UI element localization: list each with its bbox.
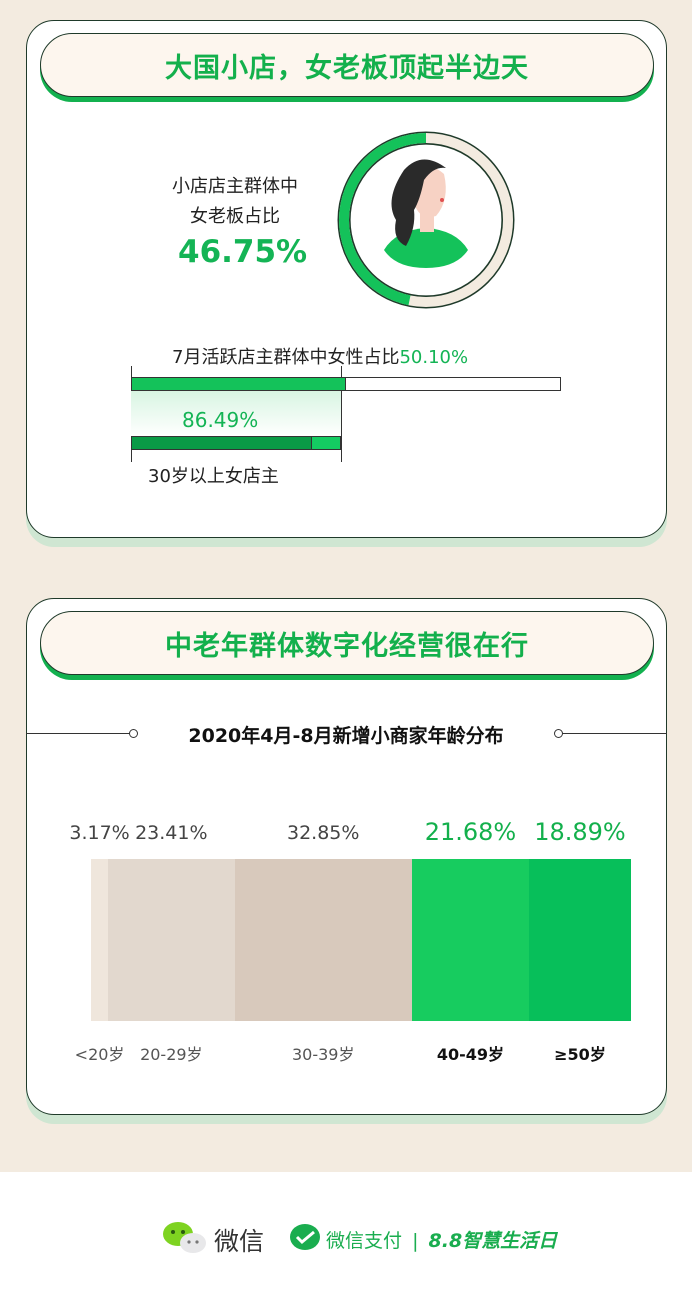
over30-label: 30岁以上女店主 bbox=[148, 466, 279, 487]
ring-label-2: 女老板占比 bbox=[190, 206, 280, 227]
wechat-label: 微信 bbox=[214, 1227, 265, 1256]
age-segment bbox=[528, 859, 632, 1021]
subtitle-line-left bbox=[26, 733, 130, 734]
age-segment bbox=[91, 859, 109, 1021]
over30-fill bbox=[132, 437, 312, 449]
divider: | bbox=[412, 1230, 419, 1252]
chart-subtitle: 2020年4月-8月新增小商家年龄分布 bbox=[188, 725, 504, 747]
age-distribution-card: 中老年群体数字化经营很在行 bbox=[26, 598, 667, 1115]
age-segment bbox=[411, 859, 530, 1021]
pay-text: 微信支付 bbox=[326, 1230, 403, 1252]
subtitle-dot-left bbox=[129, 729, 138, 738]
female-owner-card: 大国小店，女老板顶起半边天 bbox=[26, 20, 667, 538]
segment-label: ≥50岁 bbox=[554, 1045, 606, 1064]
subtitle-line-right bbox=[562, 733, 667, 734]
active-female-label: 7月活跃店主群体中女性占比50.10% bbox=[172, 343, 468, 369]
footer: 微信 微信支付 | 8.8智慧生活日 bbox=[0, 1172, 692, 1314]
over30-highlight bbox=[131, 391, 341, 436]
over30-bar bbox=[131, 436, 341, 450]
segment-value: 32.85% bbox=[286, 822, 360, 844]
section2-title: 中老年群体数字化经营很在行 bbox=[40, 611, 654, 675]
female-owner-share: 46.75% bbox=[178, 234, 308, 270]
segment-value: 21.68% bbox=[424, 818, 517, 846]
active-value: 50.10% bbox=[399, 347, 469, 368]
segment-label: 30-39岁 bbox=[291, 1045, 355, 1064]
segment-value: 23.41% bbox=[135, 822, 208, 844]
active-female-bar bbox=[131, 377, 561, 391]
woman-avatar-icon bbox=[384, 159, 468, 268]
segment-label: <20岁 bbox=[74, 1045, 125, 1064]
active-label: 7月活跃店主群体中女性占比 bbox=[172, 347, 400, 368]
age-segment bbox=[108, 859, 236, 1021]
wechat-logo-icon bbox=[163, 1222, 206, 1253]
active-female-fill bbox=[132, 378, 347, 390]
bracket-right bbox=[341, 366, 342, 462]
segment-value: 18.89% bbox=[534, 818, 626, 846]
age-segment bbox=[234, 859, 413, 1021]
ring-fill bbox=[339, 133, 513, 307]
ring-label-1: 小店店主群体中 bbox=[172, 176, 298, 197]
over30-value: 86.49% bbox=[182, 408, 259, 432]
wechat-pay-label: 微信支付 | 8.8智慧生活日 bbox=[326, 1226, 557, 1253]
segment-label: 20-29岁 bbox=[140, 1045, 203, 1064]
event-text: 8.8智慧生活日 bbox=[428, 1230, 558, 1252]
segment-value: 3.17% bbox=[69, 822, 130, 844]
wechat-pay-logo-icon bbox=[290, 1224, 320, 1250]
subtitle-dot-right bbox=[554, 729, 563, 738]
section1-title: 大国小店，女老板顶起半边天 bbox=[40, 33, 654, 97]
female-share-ring bbox=[337, 131, 515, 309]
segment-label: 40-49岁 bbox=[436, 1045, 505, 1064]
